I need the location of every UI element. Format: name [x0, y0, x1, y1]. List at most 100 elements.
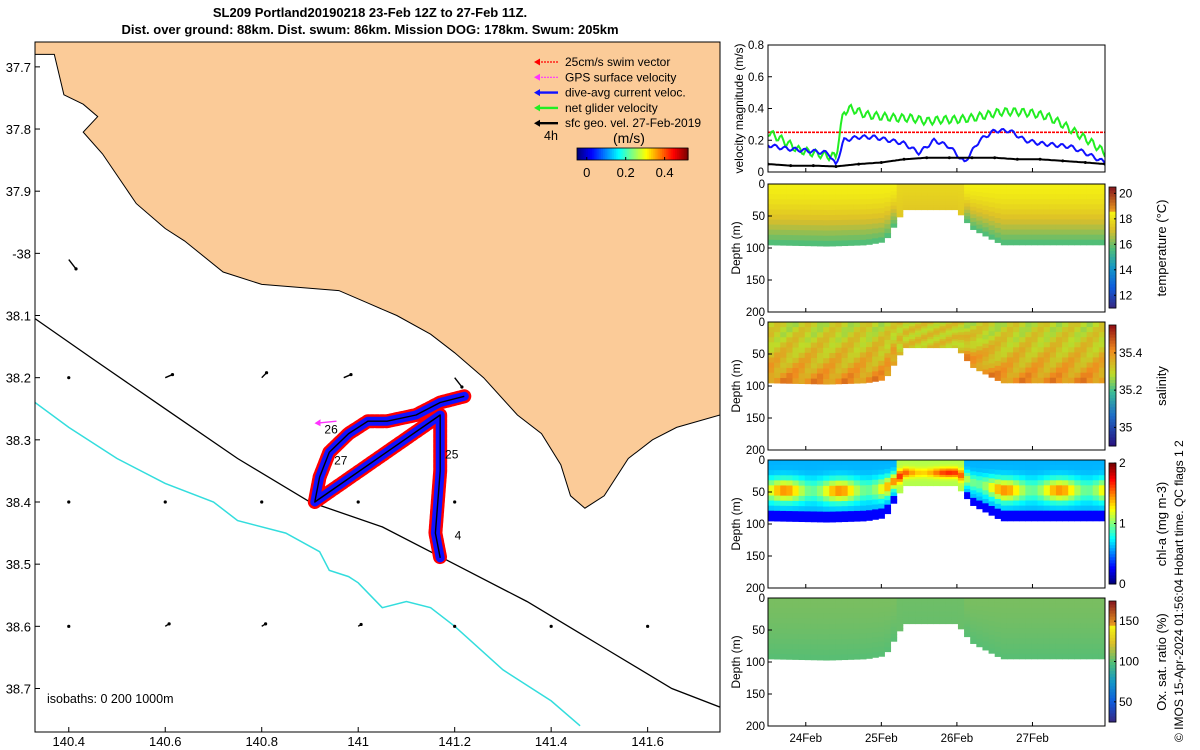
- section-1-cell-51-4: [1080, 342, 1088, 348]
- section-3-cell-35-11: [982, 645, 990, 651]
- section-1-cell-37-5: [994, 346, 1002, 352]
- section-2-cell-33-10: [970, 497, 977, 503]
- section-2-colorbar-cell-10: [1109, 550, 1116, 555]
- section-1-cell-20-5: [890, 340, 898, 345]
- section-2-cell-49-9: [1068, 505, 1075, 512]
- section-3-cell-28-0: [939, 598, 947, 601]
- section-3-cell-54-4: [1098, 618, 1106, 624]
- section-2-cell-22-4: [902, 468, 910, 472]
- section-1-colorbar-cell-0: [1109, 442, 1116, 447]
- velocity-series-3-point-12: [1038, 157, 1042, 161]
- section-3-cell-19-0: [884, 598, 892, 603]
- section-1-cell-26-11: [927, 345, 934, 349]
- section-1-cell-22-6: [902, 334, 910, 338]
- section-1-cell-36-4: [988, 340, 996, 346]
- section-0-colorbar-cell-29: [1109, 217, 1116, 221]
- section-2-cell-9-3: [823, 475, 830, 482]
- section-1-cell-31-3: [957, 329, 965, 333]
- section-2-cell-54-2: [1098, 470, 1106, 476]
- section-2-colorbar-cell-25: [1109, 505, 1116, 509]
- section-0-cell-43-5: [1031, 209, 1039, 215]
- section-2-cell-18-5: [878, 484, 885, 490]
- section-2-cell-3-9: [786, 505, 794, 512]
- section-0-cell-10-9: [829, 230, 836, 237]
- section-0-cell-21-1: [896, 186, 904, 190]
- section-3-cell-51-7: [1080, 633, 1088, 640]
- section-2-cell-27-7: [933, 474, 941, 478]
- section-2-cell-40-7: [1013, 495, 1020, 502]
- section-3-cell-12-5: [841, 623, 849, 630]
- legend-colorbar-cell-10: [595, 148, 598, 160]
- section-1-cell-52-5: [1086, 347, 1094, 353]
- section-3-cell-49-4: [1068, 618, 1075, 624]
- section-3-cell-23-4: [908, 606, 916, 610]
- section-1-colorbar-cell-24: [1109, 370, 1116, 374]
- section-3-cell-23-3: [908, 604, 916, 608]
- section-3-colorbar-cell-38: [1109, 604, 1116, 608]
- section-2-cell-47-3: [1055, 475, 1063, 481]
- section-0-cell-44-1: [1037, 189, 1045, 195]
- section-0-colorbar-cell-35: [1109, 199, 1116, 203]
- section-2-cell-19-8: [884, 495, 892, 501]
- section-3-cell-30-5: [951, 608, 959, 612]
- section-0-cell-23-1: [908, 186, 916, 189]
- section-2-cell-39-3: [1006, 475, 1014, 481]
- section-1-cell-9-5: [823, 347, 830, 354]
- section-3-cell-35-2: [982, 606, 990, 612]
- section-1-cell-23-1: [908, 324, 916, 327]
- section-1-cell-22-4: [902, 330, 910, 334]
- section-0-cell-49-11: [1068, 239, 1075, 246]
- section-0-cell-47-6: [1055, 214, 1063, 220]
- section-2-cell-34-11: [976, 504, 983, 510]
- section-3-cell-9-2: [823, 608, 830, 615]
- section-0-cell-37-11: [994, 237, 1002, 243]
- section-0-colorbar-cell-24: [1109, 232, 1116, 236]
- section-3-cell-13-9: [847, 643, 855, 650]
- section-0-cell-10-0: [829, 184, 836, 190]
- section-0-cell-48-2: [1062, 194, 1069, 200]
- section-2-cell-22-11: [902, 483, 910, 487]
- section-0-cell-9-8: [823, 225, 830, 232]
- section-3-cell-6-2: [804, 608, 812, 614]
- section-2-cell-45-10: [1043, 510, 1051, 517]
- section-2-cell-52-5: [1086, 485, 1094, 491]
- section-2-cell-12-2: [841, 470, 849, 476]
- section-1-colorbar-cell-6: [1109, 424, 1116, 429]
- section-1-cell-42-8: [1025, 362, 1032, 369]
- section-2-cell-16-6: [866, 490, 873, 496]
- section-2-cell-35-10: [982, 503, 990, 509]
- section-0-cell-19-11: [884, 233, 892, 239]
- section-1-cell-15-6: [859, 352, 867, 359]
- section-1-cell-41-11: [1019, 377, 1026, 384]
- section-0-cell-32-6: [964, 203, 971, 208]
- section-3-cell-10-2: [829, 608, 836, 614]
- section-3-cell-11-7: [835, 634, 843, 640]
- section-0-cell-43-11: [1031, 239, 1039, 246]
- section-3-cell-36-11: [988, 648, 996, 654]
- section-1-cell-49-7: [1068, 357, 1075, 364]
- section-2-cell-7-2: [810, 470, 818, 476]
- section-0-cell-37-8: [994, 222, 1002, 229]
- section-0-cell-48-11: [1062, 239, 1069, 246]
- section-3-cell-10-7: [829, 634, 836, 640]
- section-2-cell-16-11: [866, 515, 873, 521]
- section-0-cell-22-10: [902, 205, 910, 208]
- section-3-cell-31-9: [957, 621, 965, 625]
- section-3-cell-7-2: [810, 608, 818, 614]
- section-2-colorbar-cell-39: [1109, 463, 1116, 467]
- section-3-cell-29-8: [945, 615, 953, 618]
- section-0-cell-12-10: [841, 235, 849, 241]
- section-2-cell-7-7: [810, 496, 818, 502]
- section-1-colorbar-tick-label-1: 35.2: [1119, 383, 1143, 397]
- section-2-cell-35-8: [982, 494, 990, 500]
- section-2-cell-14-3: [853, 475, 861, 481]
- section-2-cell-46-5: [1049, 485, 1057, 491]
- legend-colorbar-cell-30: [632, 148, 635, 160]
- section-2-cell-13-4: [847, 480, 855, 487]
- section-3-cell-0-0: [768, 598, 775, 604]
- section-3-cell-17-1: [872, 602, 879, 609]
- section-2-colorbar-cell-31: [1109, 487, 1116, 491]
- section-2-colorbar-cell-4: [1109, 568, 1116, 573]
- section-1-colorbar-cell-11: [1109, 409, 1116, 414]
- section-1-cell-41-9: [1019, 367, 1026, 374]
